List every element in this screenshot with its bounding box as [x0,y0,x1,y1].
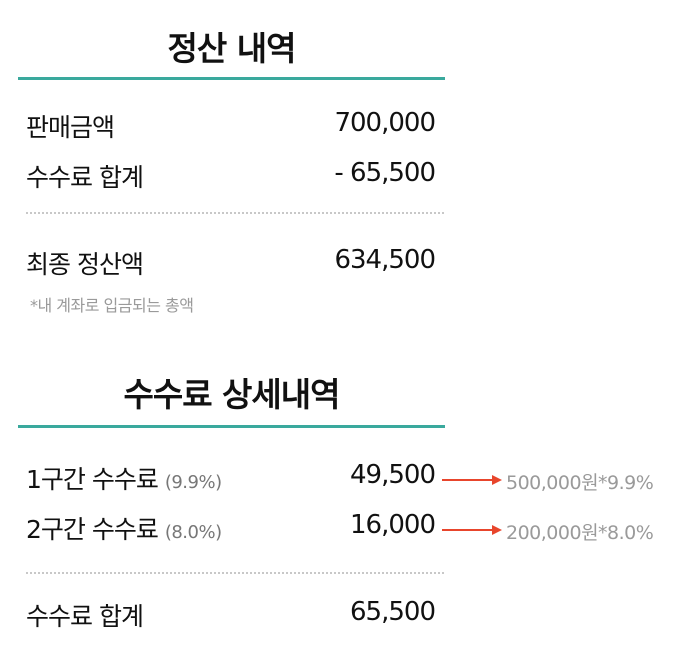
fee-tier-2-value: 16,000 [350,510,436,540]
fee-tier-1-rate: (9.9%) [164,472,222,493]
fee-total-value: - 65,500 [334,158,436,188]
fee-tier-1-label: 1구간 수수료 (9.9%) [26,460,222,496]
final-settlement-note: *내 계좌로 입금되는 총액 [30,296,194,315]
sales-amount-value: 700,000 [334,108,436,138]
fee-tier-1-name: 1구간 수수료 [26,465,159,494]
arrow-right-icon [442,525,502,535]
final-settlement-value: 634,500 [334,245,436,275]
final-settlement-label: 최종 정산액 [26,250,144,279]
detail-divider [26,572,444,574]
settlement-title: 정산 내역 [167,29,297,68]
arrow-right-icon [442,475,502,485]
fee-tier-2-calc: 200,000원*8.0% [506,522,654,544]
fee-detail-title: 수수료 상세내역 [123,375,340,414]
fee-tier-1-value: 49,500 [350,460,436,490]
fee-tier-2-rate: (8.0%) [164,522,222,543]
fee-total-label: 수수료 합계 [26,163,144,192]
summary-divider [26,212,444,214]
detail-fee-total-label: 수수료 합계 [26,602,144,631]
fee-tier-2-label: 2구간 수수료 (8.0%) [26,510,222,546]
detail-fee-total-value: 65,500 [350,597,436,627]
settlement-title-rule [18,77,445,80]
fee-tier-2-name: 2구간 수수료 [26,515,159,544]
fee-detail-title-rule [18,425,445,428]
sales-amount-label: 판매금액 [26,113,115,142]
fee-tier-1-calc: 500,000원*9.9% [506,472,654,494]
